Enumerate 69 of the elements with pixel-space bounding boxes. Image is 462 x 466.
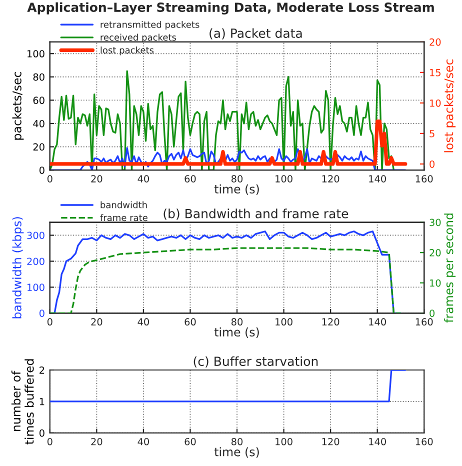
x-tick-label: 80 (231, 318, 243, 326)
x-tick-label: 40 (138, 175, 149, 182)
chart-title: (c) Buffer starvation (194, 356, 318, 368)
legend-label: received packets (100, 34, 176, 42)
x-tick-label: 120 (322, 318, 340, 326)
legend-label: lost packets (100, 46, 154, 56)
x-tick-label: 0 (47, 175, 52, 182)
x-tick-label: 40 (138, 318, 149, 326)
y-tick-label: 100 (28, 50, 44, 58)
x-axis-title: time (s) (214, 327, 259, 338)
y-tick-label: 40 (33, 120, 44, 128)
y-tick-label: 0 (39, 310, 44, 317)
legend-label: frame rate (100, 214, 148, 222)
legend-label: bandwidth (100, 201, 147, 208)
chart-subtitle: (a) Packet data (210, 28, 302, 40)
y-tick-label: 0 (39, 166, 44, 174)
x-tick-label: 120 (322, 438, 340, 446)
y-tick-label: 60 (33, 96, 44, 104)
chart-title: (b) Bandwidth and frame rate (164, 208, 348, 220)
x-tick-label: 40 (138, 438, 149, 446)
x-tick-label: 100 (276, 438, 292, 446)
y-tick-label: 100 (28, 284, 44, 292)
line-series (50, 119, 408, 166)
y-axis-title: bandwidth (kbps) (12, 217, 24, 318)
x-tick-label: 140 (369, 318, 386, 326)
x-axis-title: time (s) (214, 184, 259, 195)
x-tick-label: 60 (184, 438, 196, 446)
y2-axis-title: frames per second (444, 214, 456, 323)
x-tick-label: 60 (184, 318, 196, 326)
y2-tick-label: 0 (430, 310, 435, 317)
x-tick-label: 160 (416, 175, 433, 182)
x-tick-label: 0 (47, 438, 52, 446)
x-tick-label: 80 (231, 438, 243, 446)
y2-tick-label: 30 (430, 218, 441, 226)
y2-axis-title: lost packets/sec (444, 59, 456, 152)
y-tick-label: 20 (33, 143, 44, 151)
chart-title: Application–Layer Streaming Data, Moderate Loss Stream (27, 2, 434, 15)
x-tick-label: 60 (184, 175, 196, 182)
x-tick-label: 140 (369, 175, 386, 182)
y2-tick-label: 10 (430, 279, 441, 287)
x-tick-label: 20 (91, 438, 102, 446)
y2-tick-label: 20 (430, 249, 441, 256)
y2-tick-label: 20 (430, 38, 441, 46)
legend-label: retransmitted packets (100, 20, 200, 30)
x-tick-label: 20 (91, 175, 102, 182)
x-tick-label: 100 (276, 175, 292, 182)
x-tick-label: 160 (416, 438, 433, 446)
y-tick-label: 80 (33, 73, 44, 81)
x-tick-label: 20 (91, 318, 102, 326)
y-tick-label: 2 (40, 366, 44, 374)
y-tick-label: 200 (27, 258, 44, 266)
line-series (50, 70, 395, 170)
y2-tick-label: 15 (430, 69, 440, 76)
y-tick-label: 300 (27, 232, 44, 240)
y-tick-label: 1 (40, 398, 44, 406)
x-tick-label: 160 (416, 318, 433, 326)
x-axis-title: time (s) (214, 447, 259, 458)
x-tick-label: 120 (322, 175, 340, 182)
y2-tick-label: 10 (430, 99, 441, 107)
line-series (50, 247, 402, 314)
x-tick-label: 0 (47, 318, 52, 326)
y2-tick-label: 5 (430, 130, 434, 138)
x-tick-label: 100 (276, 318, 292, 326)
x-tick-label: 140 (369, 438, 386, 446)
y2-tick-label: 0 (430, 160, 435, 168)
y-axis-title: packets/sec (12, 72, 24, 140)
y-tick-label: 0 (39, 429, 44, 437)
x-tick-label: 80 (231, 175, 243, 182)
y-axis-title: number of times buffered (11, 359, 34, 444)
